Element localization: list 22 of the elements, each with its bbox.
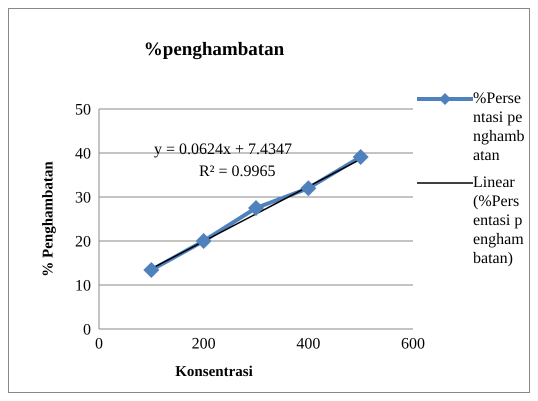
y-tick-label: 30 <box>75 190 91 207</box>
y-tick-label: 20 <box>75 234 91 251</box>
x-axis-title: Konsentrasi <box>174 364 254 381</box>
point <box>300 180 316 196</box>
y-tick-label: 50 <box>75 102 91 119</box>
x-tick-label: 400 <box>296 335 320 352</box>
point <box>352 148 369 165</box>
y-tick-label: 0 <box>83 322 91 339</box>
point <box>143 262 160 278</box>
point <box>248 200 264 216</box>
y-tick-label: 10 <box>75 278 91 295</box>
x-tick-label: 0 <box>95 335 103 352</box>
point <box>196 233 212 249</box>
annotation: R² = 0.9965 <box>199 163 276 181</box>
legend-label: %Persentasi penghambatan <box>473 89 525 165</box>
x-tick-label: 600 <box>401 335 425 352</box>
legend-label: Linear (%Persentasi penghambatan) <box>473 173 525 268</box>
y-axis-title: % Penghambatan <box>40 161 58 277</box>
chart-title: %penghambatan <box>142 39 286 61</box>
y-tick-label: 40 <box>75 146 91 163</box>
annotation: y = 0.0624x + 7.4347 <box>154 141 292 159</box>
x-tick-label: 200 <box>192 335 216 352</box>
